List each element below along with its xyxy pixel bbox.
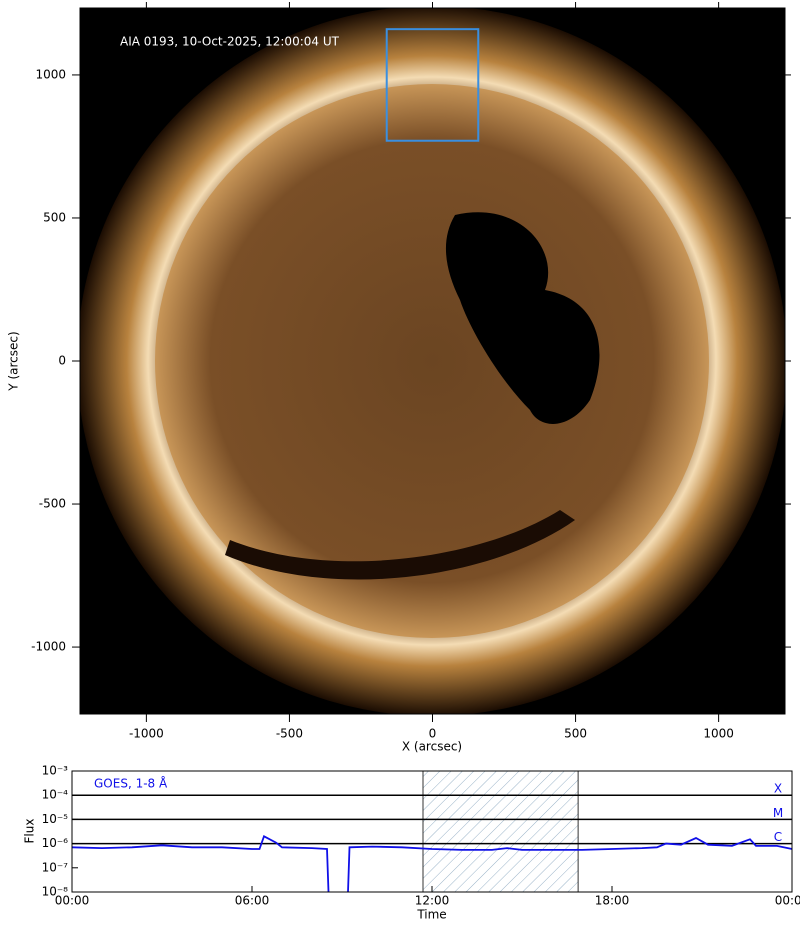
flare-level-label: C <box>774 830 782 844</box>
y-axis-label: Y (arcsec) <box>7 331 21 391</box>
highlight-region <box>423 771 578 892</box>
x-tick-label: 12:00 <box>415 894 450 908</box>
image-panel: AIA 0193, 10-Oct-2025, 12:00:04 UT X (ar… <box>7 2 792 754</box>
y-tick-label: 10⁻⁸ <box>42 885 69 899</box>
y-tick-label: 10⁻⁶ <box>42 836 69 850</box>
x-tick-label: 1000 <box>703 727 734 741</box>
x-tick-label: 00:00 <box>775 894 800 908</box>
flare-level-label: M <box>773 806 783 820</box>
annotation: AIA 0193, 10-Oct-2025, 12:00:04 UT <box>120 35 340 49</box>
x-tick-label: 06:00 <box>235 894 270 908</box>
y-axis-label: Flux <box>23 819 37 844</box>
x-tick-label: 18:00 <box>595 894 630 908</box>
x-tick-label: -500 <box>276 727 303 741</box>
x-tick-label: -1000 <box>129 727 164 741</box>
y-tick-label: 10⁻⁵ <box>42 812 69 826</box>
y-tick-label: 1000 <box>35 67 66 81</box>
y-tick-label: 10⁻⁴ <box>42 788 69 802</box>
x-tick-label: 0 <box>429 727 437 741</box>
goes-panel: Time Flux XMC GOES, 1-8 Å 00:00 06:00 12:00 1… <box>23 764 800 922</box>
y-tick-label: 10⁻³ <box>42 764 69 778</box>
y-tick-label: 0 <box>58 354 66 368</box>
y-tick-label: 10⁻⁷ <box>42 860 69 874</box>
y-tick-label: -500 <box>39 497 66 511</box>
x-axis-label: Time <box>416 908 446 922</box>
y-tick-label: -1000 <box>31 640 66 654</box>
x-tick-label: 500 <box>564 727 587 741</box>
y-tick-label: 500 <box>43 210 66 224</box>
x-axis-label: X (arcsec) <box>402 740 462 754</box>
flare-level-label: X <box>774 782 782 796</box>
legend-entry: GOES, 1-8 Å <box>94 776 168 791</box>
sun-image <box>77 6 787 716</box>
